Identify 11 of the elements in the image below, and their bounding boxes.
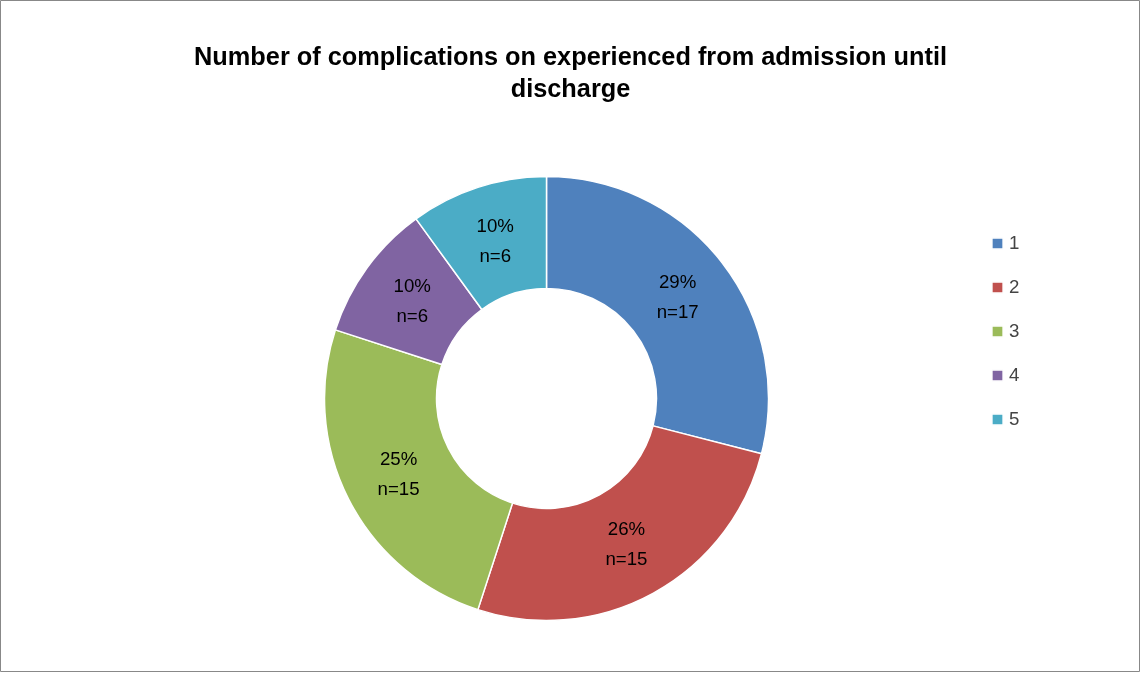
data-label: 10% n=6: [393, 275, 431, 327]
data-label: 10% n=6: [476, 215, 514, 267]
legend-label: 2: [1009, 276, 1021, 298]
chart-title: Number of complications on experienced from admission until discharge: [194, 41, 947, 102]
legend-label: 5: [1009, 408, 1021, 430]
legend-label: 1: [1009, 232, 1021, 254]
data-label: 25% n=15: [377, 448, 420, 500]
data-label: 29% n=17: [656, 271, 699, 323]
legend-label: 4: [1009, 364, 1021, 386]
legend-label: 3: [1009, 320, 1021, 342]
data-label: 26% n=15: [605, 518, 648, 570]
